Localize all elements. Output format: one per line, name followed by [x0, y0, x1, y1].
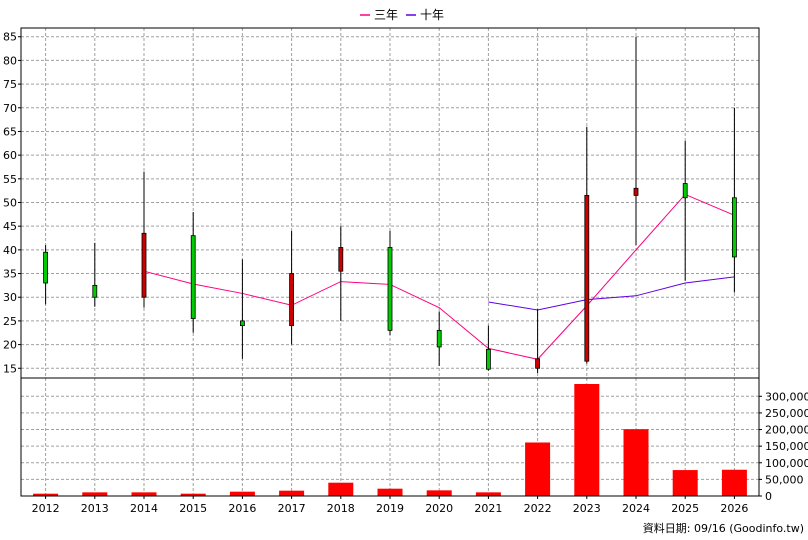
volume-bars	[33, 383, 747, 496]
volume-bar	[377, 488, 403, 496]
candle-body	[584, 194, 590, 362]
volume-bar	[33, 493, 59, 496]
price-tick-label: 75	[3, 78, 17, 91]
volume-bar	[574, 383, 600, 496]
x-tick-label: 2018	[327, 502, 355, 515]
x-tick-label: 2024	[622, 502, 650, 515]
volume-bar	[426, 490, 452, 496]
price-tick-label: 30	[3, 291, 17, 304]
volume-bar	[180, 493, 206, 496]
x-tick-label: 2025	[671, 502, 699, 515]
candle-body	[387, 247, 393, 331]
candlesticks	[43, 36, 737, 373]
x-tick-label: 2026	[720, 502, 748, 515]
x-tick-label: 2012	[32, 502, 60, 515]
volume-bar	[131, 492, 157, 496]
x-tick-label: 2021	[474, 502, 502, 515]
volume-tick-label: 150,000	[765, 440, 808, 453]
volume-tick-label: 200,000	[765, 424, 808, 437]
candle-body	[732, 197, 737, 258]
price-tick-label: 70	[3, 102, 17, 115]
price-tick-label: 65	[3, 125, 17, 138]
price-tick-label: 50	[3, 197, 17, 210]
candle-body	[141, 232, 147, 298]
x-tick-label: 2014	[130, 502, 158, 515]
volume-bar	[229, 491, 255, 496]
legend-label: 十年	[420, 8, 444, 22]
candle-body	[43, 251, 48, 284]
volume-bar	[475, 492, 501, 496]
x-tick-label: 2016	[228, 502, 256, 515]
price-tick-label: 35	[3, 268, 17, 281]
volume-axis-ticks: 0 50,000 100,000 150,000 200,000 250,000 300,0…	[759, 390, 808, 503]
candle-body	[289, 273, 295, 327]
price-tick-label: 55	[3, 173, 17, 186]
volume-bar	[623, 429, 649, 496]
volume-tick-label: 50,000	[765, 473, 804, 486]
price-tick-label: 60	[3, 149, 17, 162]
candle-body	[190, 235, 196, 319]
candle-body	[682, 183, 688, 199]
volume-tick-label: 300,000	[765, 390, 808, 403]
volume-tick-label: 100,000	[765, 457, 808, 470]
candle-body	[436, 329, 442, 348]
volume-tick-label: 250,000	[765, 407, 808, 420]
candle-body	[92, 284, 98, 298]
x-tick-label: 2023	[573, 502, 601, 515]
price-tick-label: 15	[3, 362, 17, 375]
candle-body	[485, 348, 491, 370]
volume-bar	[525, 442, 551, 496]
legend-label: 三年	[374, 8, 398, 22]
series-line	[488, 276, 735, 311]
price-tick-label: 80	[3, 54, 17, 67]
legend: 三年 十年	[360, 8, 444, 22]
x-tick-label: 2017	[278, 502, 306, 515]
x-tick-label: 2015	[179, 502, 207, 515]
x-tick-label: 2020	[425, 502, 453, 515]
x-axis-ticks: 2012 2013 2014 2015 2016 2017 2018 2019 2020 2021…	[32, 496, 748, 515]
price-tick-label: 85	[3, 31, 17, 44]
volume-bar	[279, 490, 305, 496]
x-tick-label: 2022	[524, 502, 552, 515]
price-tick-label: 25	[3, 315, 17, 328]
volume-tick-label: 0	[765, 490, 772, 503]
candle-body	[633, 187, 639, 196]
candle-body	[338, 247, 344, 272]
volume-bar	[328, 482, 354, 496]
candle-body	[239, 320, 245, 327]
volume-bar	[82, 492, 108, 496]
price-tick-label: 20	[3, 339, 17, 352]
footer-credit: 資料日期: 09/16 (Goodinfo.tw)	[643, 521, 804, 535]
volume-bar	[672, 470, 698, 496]
candle-body	[535, 358, 540, 369]
price-tick-label: 40	[3, 244, 17, 257]
x-tick-label: 2013	[81, 502, 109, 515]
price-tick-label: 45	[3, 220, 17, 233]
x-tick-label: 2019	[376, 502, 404, 515]
price-axis-ticks: 15 20 25 30 35 40 45 50 55 60 65 70 75 80 85	[3, 31, 21, 375]
volume-bar	[721, 469, 747, 496]
